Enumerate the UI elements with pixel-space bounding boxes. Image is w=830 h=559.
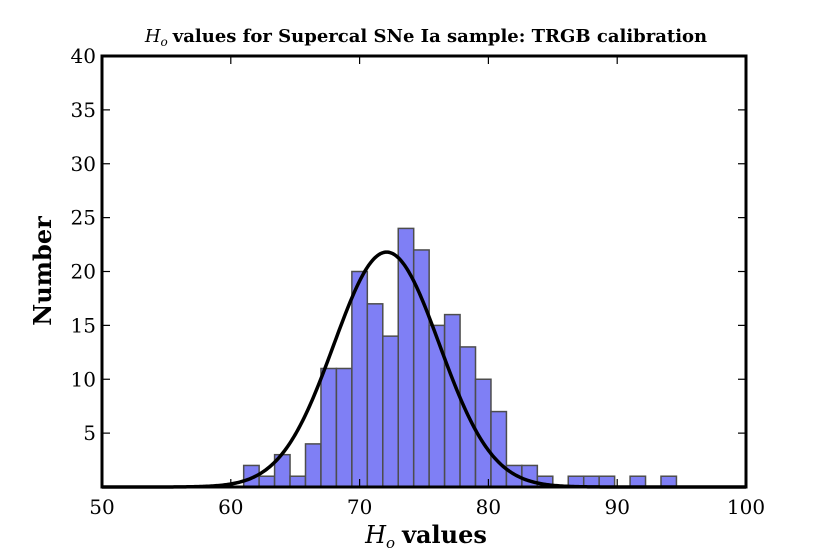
- x-tick-label: 80: [476, 495, 501, 519]
- title-symbol: H: [144, 26, 161, 47]
- chart-title: Ho values for Supercal SNe Ia sample: TRG…: [144, 26, 707, 49]
- histogram-bar: [320, 367, 338, 488]
- x-axis-label-symbol: H: [364, 521, 387, 549]
- histogram-bar: [490, 410, 508, 488]
- x-tick-label: 60: [218, 495, 243, 519]
- title-subscript: o: [161, 35, 168, 49]
- x-tick-label: 70: [347, 495, 372, 519]
- y-tick-label: 5: [83, 421, 96, 445]
- histogram-bar: [304, 443, 322, 488]
- histogram-bar: [382, 335, 399, 488]
- y-tick-label: 30: [71, 152, 96, 176]
- histogram-bar: [351, 270, 369, 488]
- histogram-bar: [335, 367, 353, 488]
- y-axis-ticks: 5 10 15 20 25 30 35 40: [71, 44, 746, 445]
- y-axis-label: Number: [28, 216, 57, 326]
- histogram-bar: [258, 475, 276, 488]
- x-tick-label: 90: [604, 495, 629, 519]
- y-tick-label: 15: [71, 313, 96, 337]
- y-tick-label: 35: [71, 98, 96, 122]
- title-text: values for Supercal SNe Ia sample: TRGB …: [172, 26, 707, 47]
- x-axis-label-subscript: o: [386, 534, 395, 552]
- bars-group: [242, 227, 678, 488]
- x-axis-ticks: 50 60 70 80 90 100: [89, 56, 765, 519]
- y-tick-label: 25: [71, 206, 96, 230]
- x-axis-label-text: values: [401, 520, 487, 549]
- x-tick-label: 50: [89, 495, 114, 519]
- histogram-bar: [289, 475, 307, 488]
- histogram-bar: [443, 313, 461, 488]
- histogram-bar: [366, 303, 384, 488]
- y-tick-label: 10: [71, 367, 96, 391]
- y-tick-label: 20: [71, 260, 96, 284]
- x-tick-label: 100: [727, 495, 765, 519]
- x-axis-label: Ho values: [364, 520, 487, 552]
- y-tick-label: 40: [71, 44, 96, 68]
